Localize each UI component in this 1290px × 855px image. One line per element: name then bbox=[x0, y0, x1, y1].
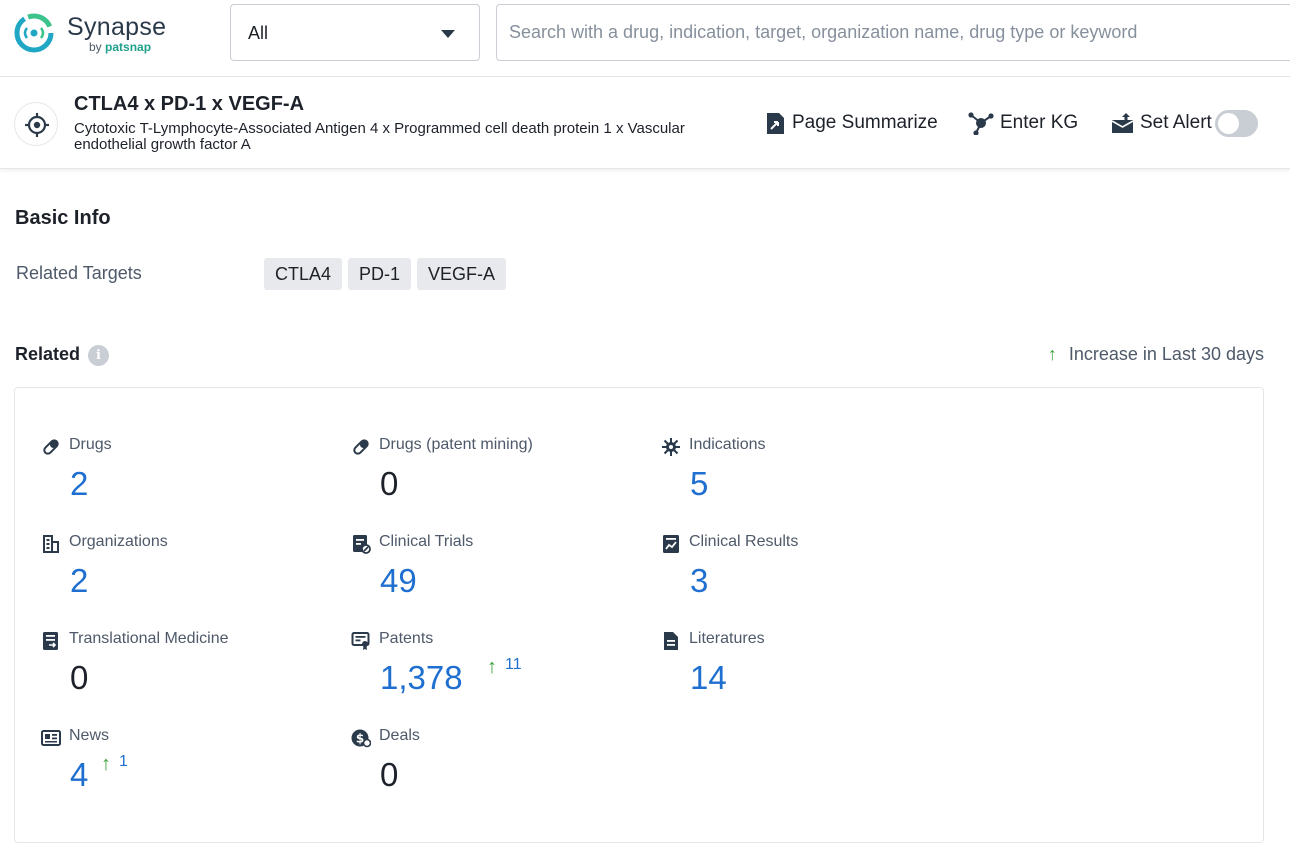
stat-drugs[interactable]: Drugs 2 bbox=[41, 436, 341, 516]
set-alert-toggle[interactable] bbox=[1215, 110, 1258, 137]
stat-value[interactable]: 2 bbox=[70, 562, 88, 600]
target-header: CTLA4 x PD-1 x VEGF-A Cytotoxic T-Lympho… bbox=[0, 77, 1290, 169]
stat-clinical-results[interactable]: Clinical Results 3 bbox=[661, 533, 961, 613]
toggle-knob bbox=[1218, 113, 1239, 134]
stat-value[interactable]: 2 bbox=[70, 465, 88, 503]
page-summarize-label: Page Summarize bbox=[792, 112, 938, 134]
pill-icon bbox=[351, 437, 371, 457]
target-crosshair-icon bbox=[14, 102, 58, 146]
stat-label: Deals bbox=[379, 727, 420, 745]
basic-info-heading: Basic Info bbox=[15, 207, 111, 230]
byline-prefix: by bbox=[89, 40, 102, 54]
synapse-logo[interactable]: Synapse by patsnap bbox=[13, 11, 173, 59]
stat-organizations[interactable]: Organizations 2 bbox=[41, 533, 341, 613]
stat-news[interactable]: News 4 ↑ 1 bbox=[41, 727, 341, 807]
building-icon bbox=[41, 534, 61, 554]
deals-icon: $ bbox=[351, 728, 371, 748]
enter-kg-label: Enter KG bbox=[1000, 112, 1078, 134]
page-title: CTLA4 x PD-1 x VEGF-A bbox=[74, 93, 304, 116]
target-tag[interactable]: VEGF-A bbox=[417, 258, 506, 290]
set-alert-label: Set Alert bbox=[1140, 112, 1212, 134]
stat-value: 0 bbox=[70, 659, 88, 697]
stat-value[interactable]: 3 bbox=[690, 562, 708, 600]
increase-legend: ↑ Increase in Last 30 days bbox=[1048, 344, 1264, 365]
patent-icon bbox=[351, 631, 371, 651]
stat-literatures[interactable]: Literatures 14 bbox=[661, 630, 961, 710]
stat-value: 0 bbox=[380, 465, 398, 503]
page-subtitle: Cytotoxic T-Lymphocyte-Associated Antige… bbox=[74, 121, 744, 153]
info-icon[interactable]: i bbox=[88, 345, 109, 366]
stat-label: Organizations bbox=[69, 533, 168, 551]
arrow-up-icon: ↑ bbox=[487, 657, 497, 677]
stat-label: News bbox=[69, 727, 109, 745]
pill-icon bbox=[41, 437, 61, 457]
app-name: Synapse bbox=[67, 13, 166, 42]
stat-label: Clinical Results bbox=[689, 533, 798, 551]
set-alert-button[interactable]: Set Alert bbox=[1111, 110, 1212, 136]
stat-increase-value[interactable]: 11 bbox=[505, 657, 522, 673]
stat-value[interactable]: 14 bbox=[690, 659, 727, 697]
synapse-logo-icon bbox=[13, 12, 55, 54]
stat-drugs-patent-mining[interactable]: Drugs (patent mining) 0 bbox=[351, 436, 651, 516]
stat-value: 0 bbox=[380, 756, 398, 794]
stat-increase-value[interactable]: 1 bbox=[119, 754, 128, 770]
stat-increase: ↑ 11 bbox=[487, 657, 522, 677]
byline-brand: patsnap bbox=[105, 40, 151, 54]
stat-clinical-trials[interactable]: Clinical Trials 49 bbox=[351, 533, 651, 613]
clinical-results-icon bbox=[661, 534, 681, 554]
stat-increase: ↑ 1 bbox=[101, 754, 128, 774]
stat-label: Patents bbox=[379, 630, 433, 648]
summarize-icon bbox=[765, 112, 786, 135]
stat-label: Literatures bbox=[689, 630, 765, 648]
alert-mail-icon bbox=[1111, 112, 1134, 134]
caret-down-icon bbox=[441, 30, 455, 38]
target-tag[interactable]: CTLA4 bbox=[264, 258, 342, 290]
stat-value[interactable]: 1,378 bbox=[380, 659, 463, 697]
arrow-up-icon: ↑ bbox=[1048, 344, 1057, 365]
translational-icon bbox=[41, 631, 61, 651]
stat-value[interactable]: 4 bbox=[70, 756, 88, 794]
search-scope-select[interactable]: All bbox=[230, 4, 480, 61]
stat-indications[interactable]: Indications 5 bbox=[661, 436, 961, 516]
stat-translational-medicine[interactable]: Translational Medicine 0 bbox=[41, 630, 341, 710]
enter-kg-button[interactable]: Enter KG bbox=[968, 110, 1078, 136]
related-heading: Related bbox=[15, 344, 80, 365]
news-icon bbox=[41, 728, 61, 748]
related-stats-card: Drugs 2 Drugs (patent mining) 0 Indicati… bbox=[14, 387, 1264, 843]
related-targets-label: Related Targets bbox=[16, 263, 142, 284]
stat-label: Clinical Trials bbox=[379, 533, 473, 551]
stat-value[interactable]: 49 bbox=[380, 562, 417, 600]
app-byline: by patsnap bbox=[89, 40, 151, 54]
stat-value[interactable]: 5 bbox=[690, 465, 708, 503]
stat-label: Indications bbox=[689, 436, 766, 454]
search-scope-value: All bbox=[248, 23, 268, 44]
search-input[interactable] bbox=[496, 4, 1290, 61]
stat-label: Translational Medicine bbox=[69, 630, 228, 648]
arrow-up-icon: ↑ bbox=[101, 754, 111, 774]
stat-label: Drugs (patent mining) bbox=[379, 436, 533, 454]
target-tag[interactable]: PD-1 bbox=[348, 258, 411, 290]
top-bar: Synapse by patsnap All bbox=[0, 0, 1290, 77]
document-icon bbox=[661, 631, 681, 651]
virus-icon bbox=[661, 437, 681, 457]
stat-patents[interactable]: Patents 1,378 ↑ 11 bbox=[351, 630, 651, 710]
stat-label: Drugs bbox=[69, 436, 112, 454]
knowledge-graph-icon bbox=[968, 111, 994, 135]
page-summarize-button[interactable]: Page Summarize bbox=[765, 110, 938, 136]
stat-deals[interactable]: $ Deals 0 bbox=[351, 727, 651, 807]
increase-legend-label: Increase in Last 30 days bbox=[1069, 344, 1264, 365]
related-targets-tags: CTLA4 PD-1 VEGF-A bbox=[264, 258, 506, 290]
clinical-trials-icon bbox=[351, 534, 371, 554]
